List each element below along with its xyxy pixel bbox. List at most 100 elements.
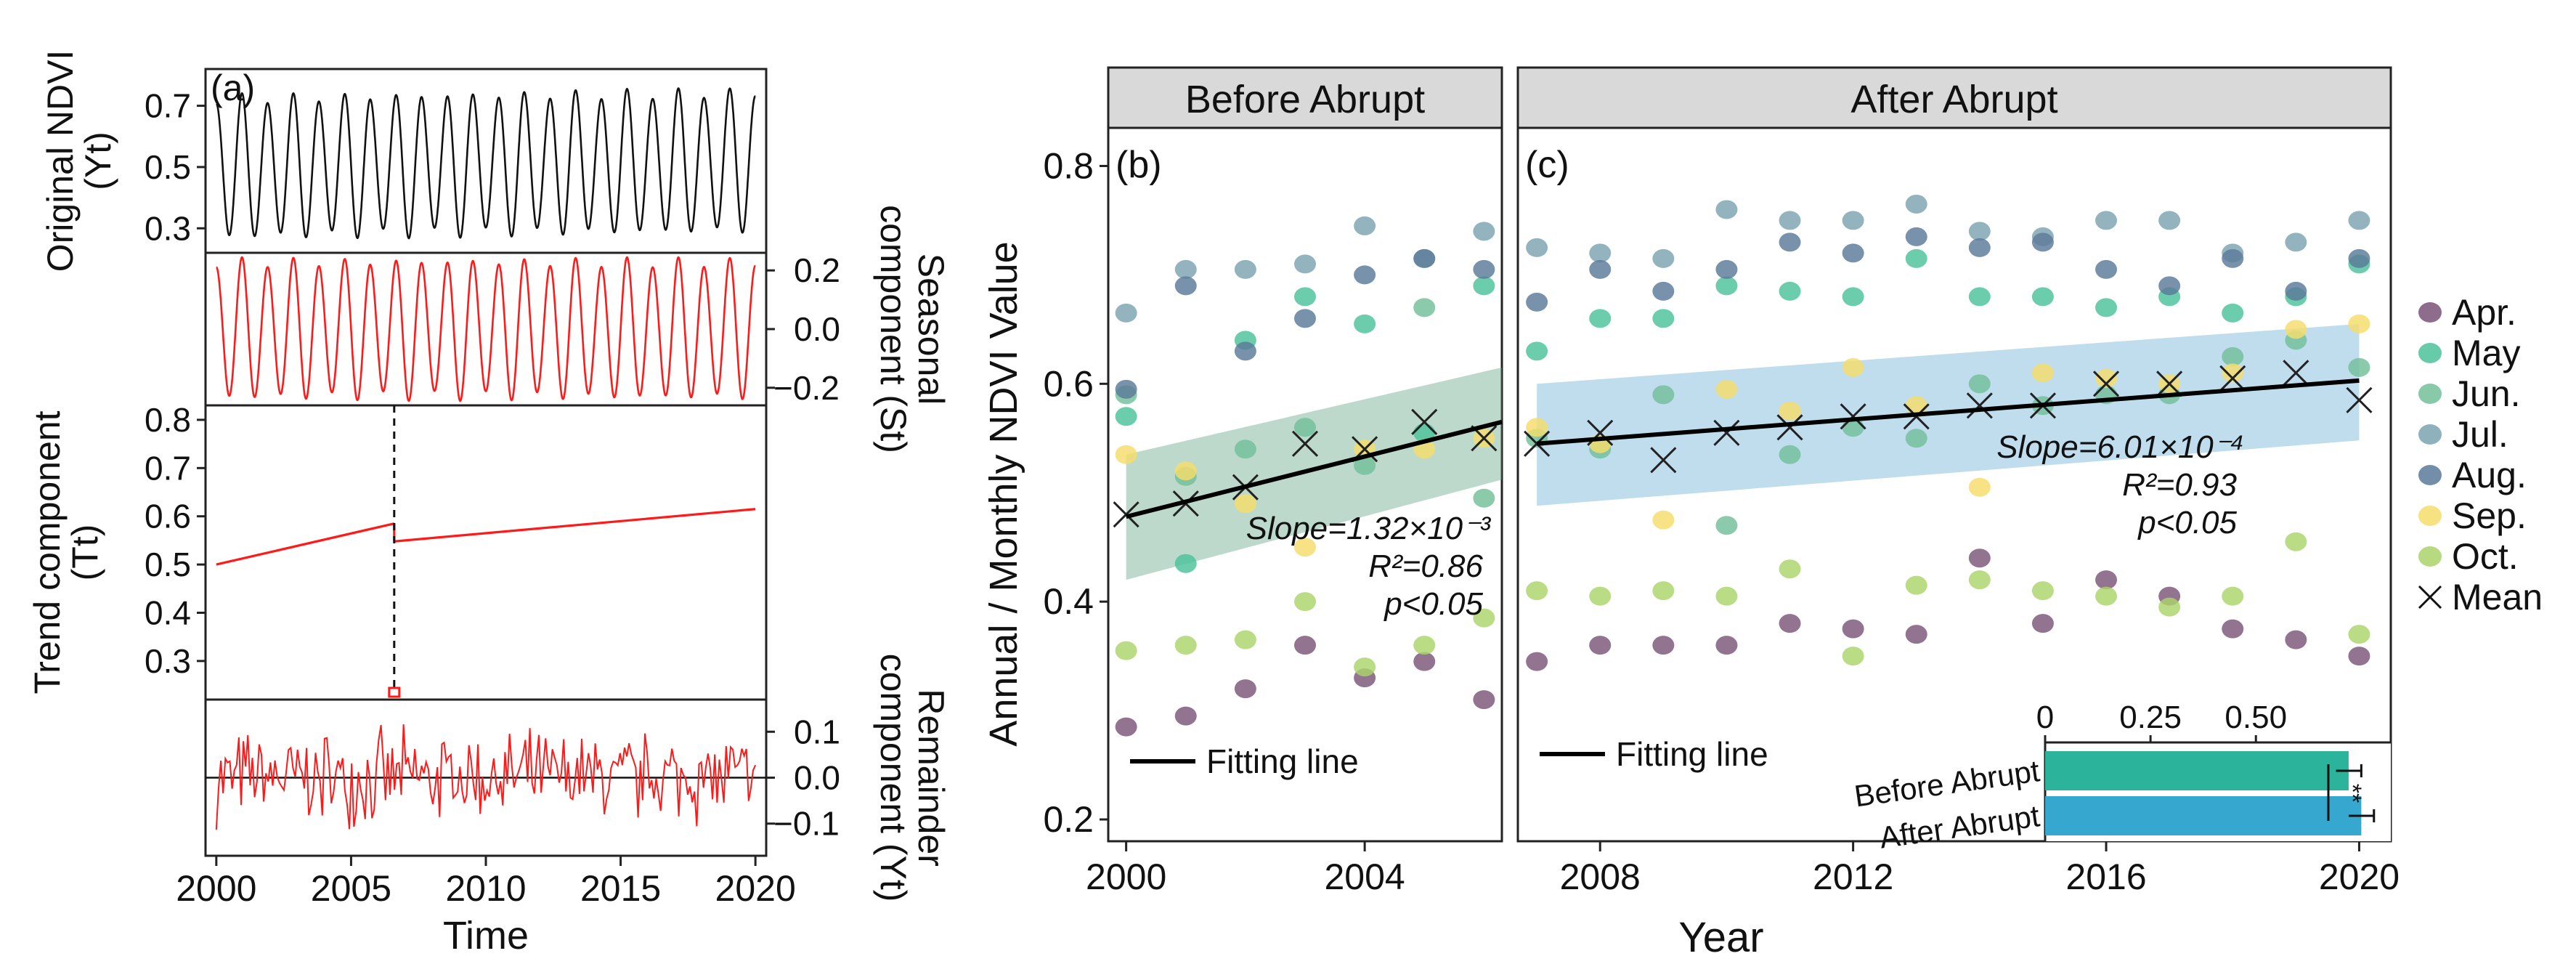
stl-original-ylabel: Original NDVI(Yt): [40, 50, 118, 272]
data-point: [1115, 445, 1137, 464]
stl-seasonal-ylabel: Seasonalcomponent (St): [873, 205, 951, 453]
data-point: [1294, 287, 1316, 307]
data-point: [1842, 647, 1864, 666]
x-tick-label: 2015: [580, 868, 661, 909]
fitting-line: [1125, 419, 1503, 519]
facet-strip-title: After Abrupt: [1850, 78, 2057, 121]
data-point: [1354, 455, 1376, 475]
data-point: [1779, 232, 1801, 252]
legend-dot: [2418, 506, 2442, 526]
data-point: [2095, 368, 2118, 388]
y-tick-label: 0.3: [145, 642, 191, 680]
data-point: [1526, 581, 1548, 601]
inset-x-tick-label: 0.25: [2119, 700, 2182, 735]
panel-a-xlabel: Time: [443, 914, 529, 957]
facet-strip: [1107, 66, 1503, 129]
data-point: [2348, 211, 2370, 230]
data-point: [1779, 211, 1801, 230]
data-point: [1526, 418, 1548, 437]
stl-original-subplot: 0.7 0.5 0.3 Original NDVI(Yt): [40, 50, 768, 272]
data-point: [1354, 314, 1376, 333]
x-tick-label: 2016: [2065, 856, 2146, 897]
data-point: [1526, 238, 1548, 257]
y-tick-label: 0.6: [1043, 363, 1094, 404]
data-point: [1905, 227, 1927, 246]
data-point: [2158, 597, 2181, 617]
data-point: [1589, 636, 1612, 655]
y-tick-label: 0.2: [1043, 799, 1094, 840]
data-point: [1473, 690, 1495, 710]
data-point: [1842, 211, 1864, 230]
fitting-line: [1536, 378, 2360, 446]
series-jul: [1526, 194, 2370, 268]
data-point: [1968, 222, 1991, 241]
y-tick-label: 0.4: [145, 594, 191, 631]
x-tick-label: 2012: [1813, 856, 1893, 897]
mean-point: [2092, 370, 2120, 397]
x-tick-label: 2005: [311, 868, 391, 909]
x-tick-label: 2010: [445, 868, 526, 909]
data-point: [2095, 586, 2118, 606]
series-may: [1115, 276, 1495, 573]
r2-annotation: R²=0.86: [1368, 548, 1483, 584]
legend-item-sep: Sep.: [2418, 495, 2527, 536]
data-point: [1968, 287, 1991, 307]
data-point: [1652, 309, 1675, 328]
data-point: [1905, 194, 1927, 214]
confidence-ribbon: [1126, 367, 1502, 580]
data-point: [1968, 477, 1991, 497]
data-point: [1715, 259, 1738, 279]
trend-segment: [394, 508, 756, 543]
legend-dot: [2418, 343, 2442, 363]
data-point: [1473, 608, 1495, 628]
data-point: [2095, 570, 2118, 590]
data-point: [2348, 357, 2370, 377]
data-point: [1715, 516, 1738, 535]
y-tick-label: 0.8: [1043, 145, 1094, 186]
y-tick-label: −0.2: [773, 369, 840, 407]
inset-bar: [2045, 751, 2349, 790]
series-apr: [1526, 548, 2370, 671]
y-tick-label: 0.8: [145, 401, 191, 439]
panel-a-label: (a): [211, 68, 255, 108]
data-point: [1715, 379, 1738, 399]
data-point: [1968, 374, 1991, 394]
data-point: [1905, 429, 1927, 448]
y-tick-label: 0.5: [145, 148, 191, 186]
legend-dot: [2418, 384, 2442, 404]
legend-item-may: May: [2418, 333, 2520, 373]
significance-marker: **: [2339, 784, 2366, 803]
x-tick-label: 2000: [176, 868, 256, 909]
panel-c-after-abrupt: After Abrupt (c) Slope=6.01×10⁻⁴R²=0.93p<0…: [1516, 66, 2400, 961]
data-point: [2348, 647, 2370, 666]
mean-point: [1524, 430, 1551, 457]
data-point: [2095, 211, 2118, 230]
inset-x-tick-label: 0.50: [2224, 700, 2287, 735]
data-point: [1968, 548, 1991, 568]
facet-strip-title: Before Abrupt: [1185, 78, 1425, 121]
y-tick-label: 0.4: [1043, 581, 1094, 622]
data-point: [1234, 679, 1256, 699]
data-point: [1115, 407, 1137, 426]
legend-label: Sep.: [2452, 495, 2527, 536]
data-point: [2285, 320, 2307, 339]
mean-point: [1966, 392, 1993, 419]
data-point: [1589, 586, 1612, 606]
x-tick-label: 2004: [1325, 856, 1405, 897]
data-point: [2285, 532, 2307, 551]
slope-annotation: Slope=1.32×10⁻³: [1246, 511, 1492, 546]
legend-label: Aug.: [2452, 455, 2527, 495]
p-annotation: p<0.05: [1383, 586, 1483, 622]
data-point: [1234, 440, 1256, 459]
mean-point: [1713, 419, 1740, 446]
legend-dot: [2418, 465, 2442, 485]
data-point: [1294, 309, 1316, 328]
ylabel-line: Remainder: [911, 689, 951, 867]
plot-frame: [1107, 126, 1503, 843]
data-point: [1842, 287, 1864, 307]
ylabel-line: (Tt): [65, 525, 105, 581]
data-point: [2348, 625, 2370, 644]
legend-dot: [2418, 546, 2442, 567]
data-point: [1905, 575, 1927, 595]
